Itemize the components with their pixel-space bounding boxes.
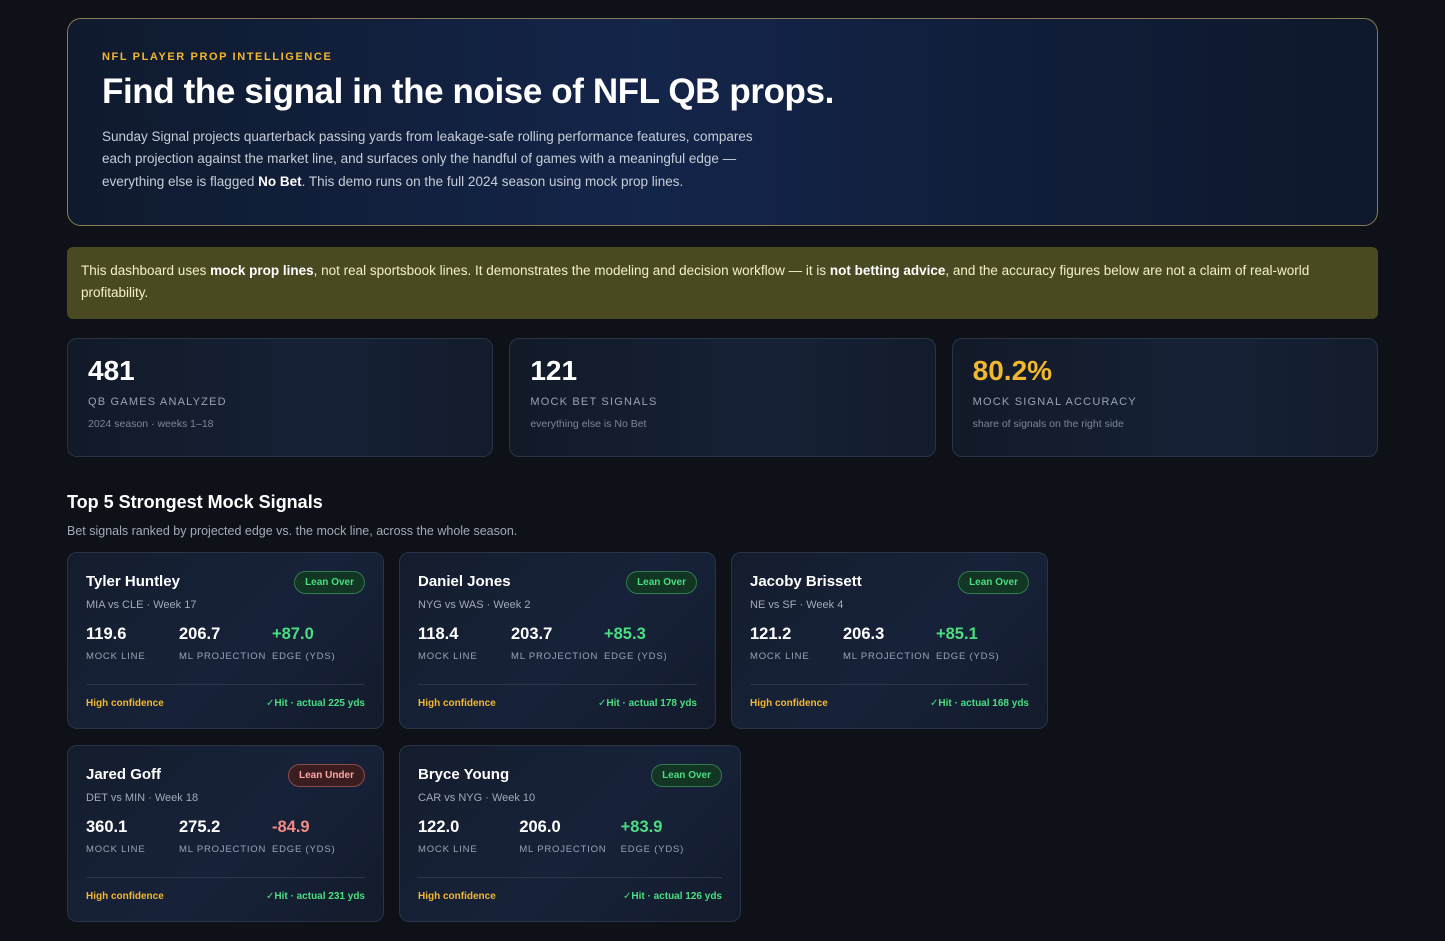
mock-line-label: MOCK LINE (418, 651, 478, 662)
stat-card-signals: 121 MOCK BET SIGNALS everything else is … (509, 338, 936, 457)
stat-subtext: 2024 season · weeks 1–18 (88, 418, 214, 431)
player-name: Jacoby Brissett (750, 573, 862, 590)
matchup: NE vs SF · Week 4 (750, 599, 844, 611)
edge-value: -84.9 (272, 818, 310, 836)
lean-badge: Lean Over (626, 571, 697, 594)
matchup: NYG vs WAS · Week 2 (418, 599, 531, 611)
stat-value: 121 (530, 355, 578, 386)
projection-label: ML PROJECTION (843, 651, 931, 662)
hero-desc-text-end: . This demo runs on the full 2024 season… (301, 173, 684, 189)
result-label: ✓Hit · actual 126 yds (623, 891, 722, 902)
section-subtitle: Bet signals ranked by projected edge vs.… (67, 524, 518, 538)
hero-eyebrow: NFL PLAYER PROP INTELLIGENCE (102, 51, 333, 63)
mock-line-value: 122.0 (418, 818, 460, 836)
projection-label: ML PROJECTION (511, 651, 599, 662)
confidence-label: High confidence (418, 891, 496, 902)
matchup: MIA vs CLE · Week 17 (86, 599, 197, 611)
mock-line-label: MOCK LINE (750, 651, 810, 662)
edge-label: EDGE (YDS) (272, 651, 336, 662)
lean-badge: Lean Over (958, 571, 1029, 594)
stat-card-accuracy: 80.2% MOCK SIGNAL ACCURACY share of sign… (951, 338, 1378, 457)
result-label: ✓Hit · actual 178 yds (598, 698, 697, 709)
signal-cards: Tyler Huntley Lean Over MIA vs CLE · Wee… (67, 552, 1378, 922)
matchup: CAR vs NYG · Week 10 (418, 792, 536, 804)
signal-card: Bryce Young Lean Over CAR vs NYG · Week … (399, 745, 741, 922)
confidence-label: High confidence (86, 698, 164, 709)
mock-line-label: MOCK LINE (418, 844, 478, 855)
projection-label: ML PROJECTION (179, 651, 267, 662)
player-name: Daniel Jones (418, 573, 511, 590)
projection-value: 206.0 (519, 818, 561, 836)
stat-label: QB GAMES ANALYZED (88, 396, 227, 409)
stat-value: 481 (88, 355, 135, 386)
edge-label: EDGE (YDS) (936, 651, 1000, 662)
projection-value: 275.2 (179, 818, 221, 836)
hero-desc-bold: No Bet (258, 173, 302, 189)
disclaimer-text-end: , and the accuracy figures below are not… (81, 263, 1310, 300)
edge-value: +87.0 (272, 625, 314, 643)
mock-line-value: 360.1 (86, 818, 128, 836)
dashboard: NFL PLAYER PROP INTELLIGENCE Find the si… (67, 18, 1378, 922)
stats-row: 481 QB GAMES ANALYZED 2024 season · week… (67, 338, 1378, 457)
hero-desc-text: Sunday Signal projects quarterback passi… (102, 128, 753, 189)
result-label: ✓Hit · actual 225 yds (266, 698, 365, 709)
stat-label: MOCK BET SIGNALS (530, 396, 658, 409)
section-title: Top 5 Strongest Mock Signals (67, 492, 323, 512)
lean-badge: Lean Over (651, 764, 722, 787)
disclaimer-banner: This dashboard uses mock prop lines, not… (67, 247, 1378, 319)
edge-label: EDGE (YDS) (620, 844, 685, 855)
player-name: Bryce Young (418, 766, 510, 783)
projection-label: ML PROJECTION (519, 844, 607, 855)
edge-value: +83.9 (620, 818, 663, 836)
disclaimer-text-mid: , not real sportsbook lines. It demonstr… (313, 263, 830, 278)
result-label: ✓Hit · actual 168 yds (930, 698, 1029, 709)
result-label: ✓Hit · actual 231 yds (266, 891, 365, 902)
confidence-label: High confidence (418, 698, 496, 709)
matchup: DET vs MIN · Week 18 (86, 792, 199, 804)
edge-value: +85.3 (604, 625, 646, 643)
disclaimer-text: This dashboard uses (81, 263, 211, 278)
stat-subtext: share of signals on the right side (972, 418, 1124, 431)
stat-label: MOCK SIGNAL ACCURACY (972, 396, 1137, 409)
signal-card: Jared Goff Lean Under DET vs MIN · Week … (67, 745, 384, 922)
signal-card: Daniel Jones Lean Over NYG vs WAS · Week… (399, 552, 716, 729)
hero-description: Sunday Signal projects quarterback passi… (102, 126, 762, 194)
lean-badge: Lean Over (294, 571, 365, 594)
mock-line-label: MOCK LINE (86, 844, 146, 855)
disclaimer-bold-advice: not betting advice (829, 263, 946, 278)
mock-line-value: 118.4 (418, 625, 459, 643)
stat-card-games: 481 QB GAMES ANALYZED 2024 season · week… (67, 338, 494, 457)
confidence-label: High confidence (86, 891, 164, 902)
edge-value: +85.1 (936, 625, 978, 643)
projection-value: 203.7 (511, 625, 553, 643)
mock-line-value: 119.6 (86, 625, 127, 643)
projection-value: 206.3 (843, 625, 885, 643)
player-name: Tyler Huntley (86, 573, 180, 590)
signal-card: Tyler Huntley Lean Over MIA vs CLE · Wee… (67, 552, 384, 729)
stat-subtext: everything else is No Bet (530, 418, 647, 431)
stat-value: 80.2% (972, 355, 1053, 386)
confidence-label: High confidence (750, 698, 828, 709)
disclaimer-bold-mock: mock prop lines (210, 263, 314, 278)
lean-badge: Lean Under (287, 764, 365, 787)
hero-panel: NFL PLAYER PROP INTELLIGENCE Find the si… (67, 18, 1378, 226)
player-name: Jared Goff (86, 766, 162, 783)
projection-value: 206.7 (179, 625, 221, 643)
edge-label: EDGE (YDS) (604, 651, 668, 662)
hero-title: Find the signal in the noise of NFL QB p… (102, 72, 834, 111)
projection-label: ML PROJECTION (179, 844, 267, 855)
mock-line-value: 121.2 (750, 625, 792, 643)
mock-line-label: MOCK LINE (86, 651, 146, 662)
edge-label: EDGE (YDS) (272, 844, 336, 855)
signal-card: Jacoby Brissett Lean Over NE vs SF · Wee… (731, 552, 1048, 729)
